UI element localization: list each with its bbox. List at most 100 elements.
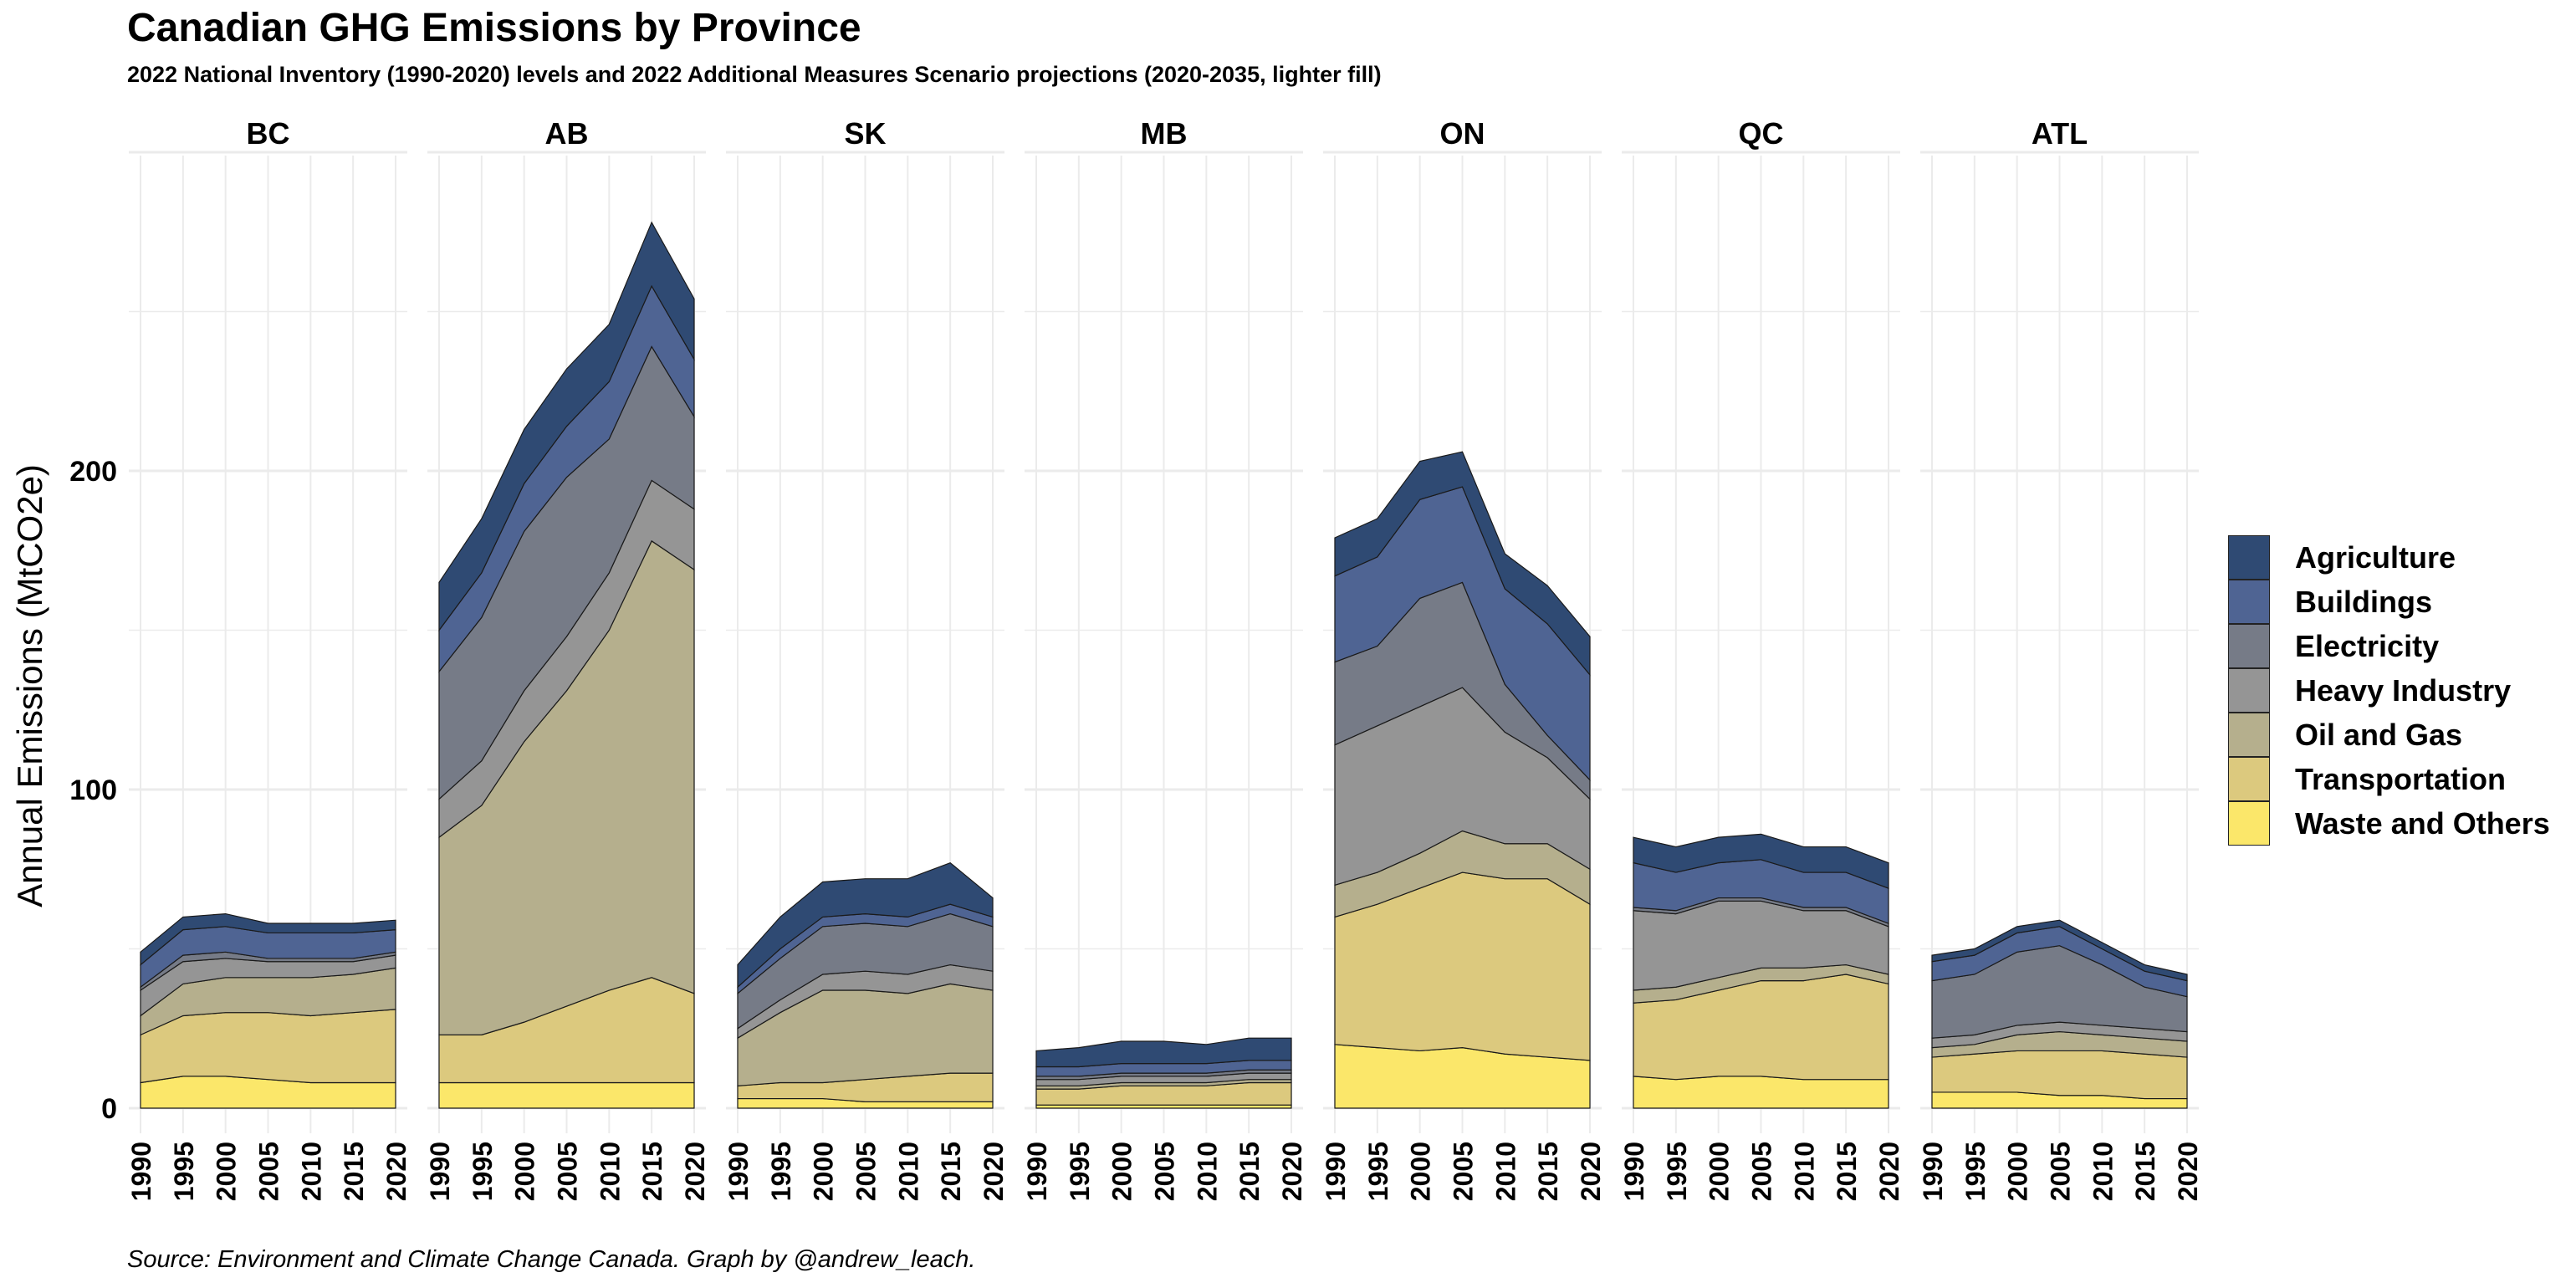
x-tick-label: 2020	[979, 1142, 1009, 1201]
x-tick-label: 1990	[1321, 1142, 1351, 1201]
facet-sk: SK 1990 1995 2000 2005 2010 2015 2020	[723, 116, 1009, 1201]
legend-swatch	[2228, 624, 2270, 668]
legend-swatch	[2228, 713, 2270, 757]
area-bc-agriculture	[140, 912, 396, 966]
x-tick-label: 1995	[1960, 1142, 1991, 1201]
x-tick-label: 2000	[2003, 1142, 2033, 1201]
area-qc-waste-and-others	[1633, 1076, 1889, 1109]
facet-label-qc: QC	[1739, 116, 1784, 151]
legend-item-heavy-industry: Heavy Industry	[2228, 668, 2550, 713]
x-tick-label: 2015	[339, 1142, 369, 1201]
x-tick-label: 2020	[1277, 1142, 1307, 1201]
x-tick-label: 2010	[595, 1142, 625, 1201]
area-atl-agriculture	[1931, 919, 2188, 982]
facet-label-bc: BC	[247, 116, 290, 151]
legend-item-electricity: Electricity	[2228, 624, 2550, 668]
x-tick-label: 2010	[1192, 1142, 1222, 1201]
facet-label-mb: MB	[1141, 116, 1188, 151]
x-tick-label: 2020	[381, 1142, 411, 1201]
area-ab-agriculture	[438, 221, 695, 632]
x-tick-label: 2000	[212, 1142, 242, 1201]
x-tick-label: 1995	[1065, 1142, 1095, 1201]
x-tick-label: 2010	[893, 1142, 923, 1201]
legend-label: Transportation	[2295, 761, 2507, 796]
chart-caption: Source: Environment and Climate Change C…	[127, 1246, 976, 1273]
x-tick-label: 2010	[1490, 1142, 1521, 1201]
x-tick-label: 1995	[468, 1142, 498, 1201]
x-tick-label: 1990	[723, 1142, 754, 1201]
x-tick-label: 1990	[1022, 1142, 1052, 1201]
area-atl-transportation	[1931, 1050, 2188, 1100]
x-tick-label: 1990	[126, 1142, 156, 1201]
area-mb-agriculture	[1035, 1037, 1292, 1068]
x-tick-label: 1990	[1918, 1142, 1948, 1201]
legend-item-oil-and-gas: Oil and Gas	[2228, 713, 2550, 757]
x-tick-label: 2005	[553, 1142, 583, 1201]
x-tick-label: 2020	[1576, 1142, 1606, 1201]
x-tick-label: 2005	[1449, 1142, 1479, 1201]
legend-label: Waste and Others	[2295, 805, 2550, 841]
x-tick-label: 2000	[1107, 1142, 1137, 1201]
legend-swatch	[2228, 757, 2270, 801]
area-on-agriculture	[1334, 451, 1591, 677]
facet-label-atl: ATL	[2032, 116, 2088, 151]
x-tick-label: 2015	[2130, 1142, 2160, 1201]
x-tick-label: 2015	[1832, 1142, 1862, 1201]
facet-label-ab: AB	[545, 116, 589, 151]
x-tick-label: 2005	[254, 1142, 284, 1201]
y-tick-label: 0	[101, 1093, 117, 1125]
area-sk-agriculture	[737, 861, 994, 989]
x-tick-label: 2000	[510, 1142, 540, 1201]
x-tick-label: 1995	[1363, 1142, 1393, 1201]
x-tick-label: 2000	[1705, 1142, 1735, 1201]
facet-mb: MB 1990 1995 2000 2005 2010 2015 2020	[1022, 116, 1307, 1201]
legend-item-waste-and-others: Waste and Others	[2228, 801, 2550, 846]
chart-subtitle: 2022 National Inventory (1990-2020) leve…	[127, 62, 1382, 87]
area-qc-agriculture	[1633, 833, 1889, 889]
x-tick-label: 2015	[637, 1142, 667, 1201]
legend-swatch	[2228, 535, 2270, 580]
y-tick-label: 100	[69, 774, 117, 806]
area-ab-waste-and-others	[438, 1081, 695, 1109]
legend-item-agriculture: Agriculture	[2228, 535, 2550, 580]
x-tick-label: 2015	[936, 1142, 966, 1201]
x-tick-label: 1995	[169, 1142, 199, 1201]
legend-label: Agriculture	[2295, 539, 2456, 575]
facet-atl: ATL 1990 1995 2000 2005 2010 2015 2020	[1918, 116, 2203, 1201]
facet-bc: BC 1990 1995 2000 2005 2010 2015 2020	[126, 116, 411, 1201]
y-axis-title: Annual Emissions (MtCO2e)	[10, 464, 49, 907]
x-tick-label: 2015	[1234, 1142, 1265, 1201]
x-tick-label: 2000	[1406, 1142, 1436, 1201]
x-tick-label: 2005	[2046, 1142, 2076, 1201]
legend-label: Electricity	[2295, 628, 2440, 663]
x-tick-label: 1995	[1662, 1142, 1692, 1201]
x-tick-label: 2020	[1874, 1142, 1904, 1201]
facet-qc: QC 1990 1995 2000 2005 2010 2015 2020	[1619, 116, 1904, 1201]
x-tick-label: 2005	[1150, 1142, 1180, 1201]
y-tick-label: 200	[69, 456, 117, 488]
x-tick-label: 2000	[809, 1142, 839, 1201]
x-tick-label: 1995	[766, 1142, 796, 1201]
x-tick-label: 2020	[680, 1142, 710, 1201]
chart-legend: Agriculture Buildings Electricity Heavy Ind…	[2228, 535, 2550, 846]
x-tick-label: 1990	[425, 1142, 455, 1201]
facet-label-sk: SK	[844, 116, 886, 151]
x-tick-label: 2010	[1789, 1142, 1819, 1201]
legend-label: Heavy Industry	[2295, 672, 2512, 708]
legend-item-transportation: Transportation	[2228, 757, 2550, 801]
legend-item-buildings: Buildings	[2228, 580, 2550, 624]
x-tick-label: 2020	[2173, 1142, 2203, 1201]
facet-on: ON 1990 1995 2000 2005 2010 2015 2020	[1321, 116, 1606, 1201]
facet-label-on: ON	[1440, 116, 1485, 151]
legend-label: Oil and Gas	[2295, 717, 2463, 752]
legend-swatch	[2228, 801, 2270, 846]
chart-title: Canadian GHG Emissions by Province	[127, 6, 861, 50]
x-tick-label: 2005	[851, 1142, 882, 1201]
legend-label: Buildings	[2295, 584, 2432, 619]
x-tick-label: 2005	[1747, 1142, 1777, 1201]
legend-swatch	[2228, 668, 2270, 713]
x-tick-label: 2015	[1533, 1142, 1563, 1201]
x-tick-label: 2010	[296, 1142, 326, 1201]
